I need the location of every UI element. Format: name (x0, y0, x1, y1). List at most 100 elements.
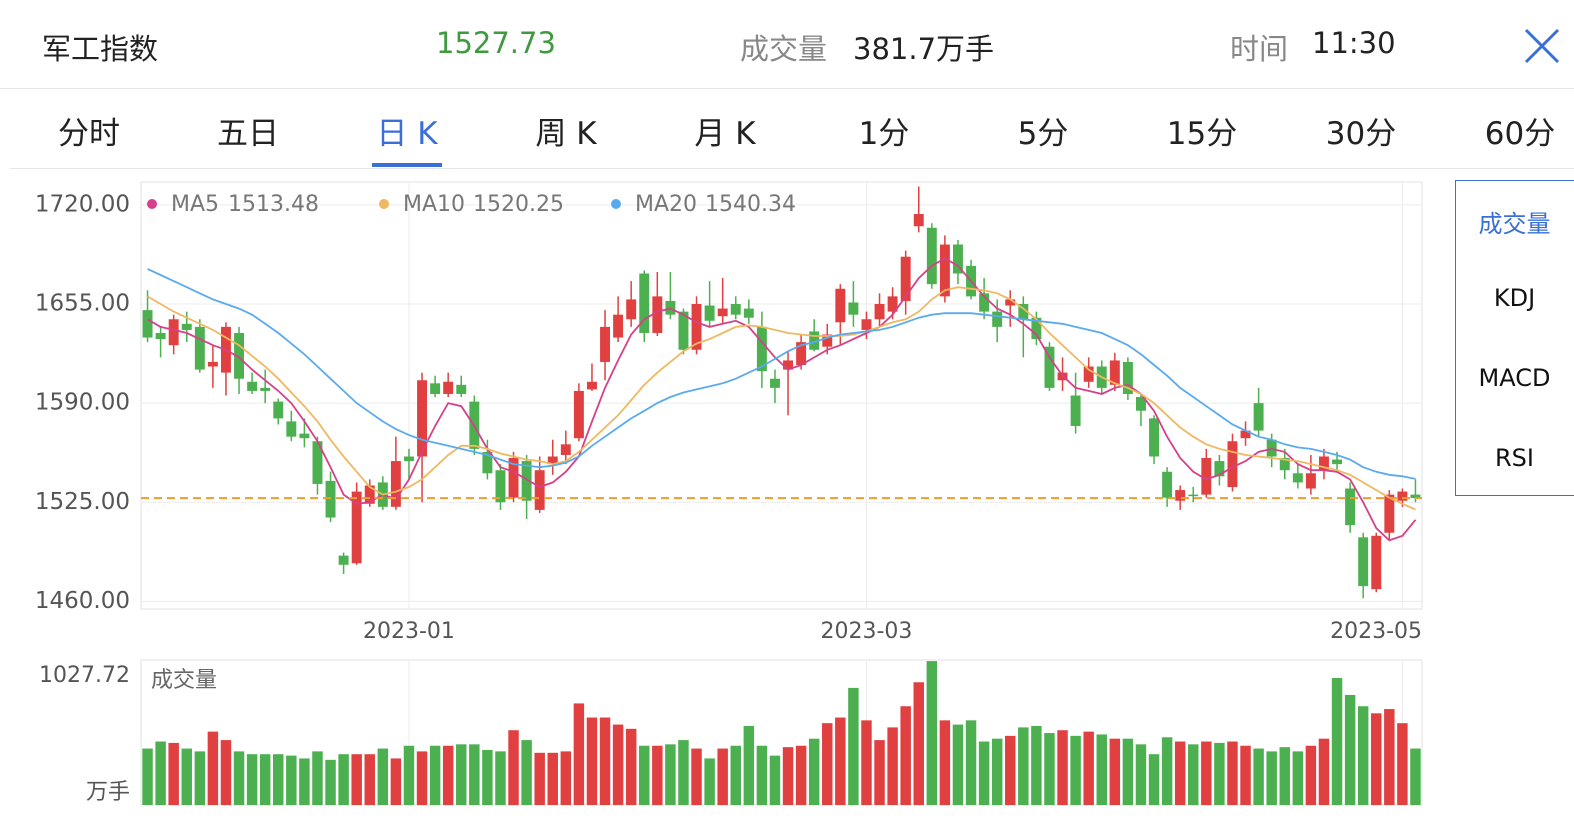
close-button[interactable] (1522, 26, 1562, 66)
indicator-tab[interactable]: RSI (1495, 444, 1534, 472)
volume-bar (1135, 744, 1147, 805)
volume-bar (377, 748, 389, 805)
indicator-tab[interactable]: 成交量 (1478, 210, 1551, 238)
legend-value: 1520.25 (473, 192, 564, 217)
candle-body (861, 319, 872, 330)
volume-bar (246, 754, 258, 805)
candle-body (822, 334, 833, 347)
time-value: 11:30 (1312, 26, 1396, 60)
volume-bar (717, 748, 728, 805)
volume-bar (1384, 709, 1395, 805)
candle-body (482, 451, 493, 474)
index-name: 军工指数 (42, 32, 159, 66)
volume-bar (1096, 734, 1107, 805)
candle-body (207, 361, 218, 367)
candle-body (1031, 317, 1042, 340)
volume-bar (338, 754, 349, 805)
candle-body (142, 310, 153, 338)
candle-body (273, 401, 284, 419)
candle-body (338, 555, 349, 565)
candle-body (1345, 488, 1356, 526)
volume-bar (730, 745, 741, 805)
period-tab[interactable]: 周 K (535, 116, 597, 152)
x-tick-label: 2023-01 (363, 619, 455, 644)
indicator-tab[interactable]: KDJ (1493, 284, 1536, 312)
candle-body (979, 293, 990, 312)
candle-body (247, 381, 258, 391)
period-tab[interactable]: 分时 (58, 116, 120, 152)
candle-body (887, 296, 898, 312)
candle-body (1279, 458, 1290, 471)
volume-bar (521, 740, 532, 805)
volume-bar (390, 758, 402, 805)
candle-body (1175, 490, 1186, 501)
volume-bar (652, 745, 663, 805)
x-tick-label: 2023-03 (821, 619, 913, 644)
x-tick-label: 2023-05 (1330, 619, 1422, 644)
candle-body (194, 326, 205, 370)
candle-body (534, 470, 545, 510)
period-tab[interactable]: 5分 (1017, 116, 1069, 152)
candle-body (403, 456, 414, 462)
period-tab[interactable]: 五日 (217, 116, 279, 152)
volume-bar (900, 706, 911, 805)
close-icon (1524, 28, 1560, 64)
period-tab[interactable]: 日 K (376, 116, 438, 152)
period-tab[interactable]: 30分 (1325, 116, 1397, 152)
candle-body (874, 304, 885, 320)
volume-bar (142, 748, 153, 805)
candle-body (952, 244, 963, 274)
period-tab[interactable]: 60分 (1484, 116, 1556, 152)
candle-body (639, 273, 650, 333)
volume-bar (1109, 738, 1121, 805)
volume-bar (1031, 725, 1042, 805)
volume-bar (312, 751, 323, 805)
volume-bar (586, 717, 598, 805)
candle-body (1122, 361, 1133, 394)
candle-body (508, 458, 519, 498)
volume-bar (639, 745, 650, 805)
candle-body (678, 311, 689, 350)
volume-bar (991, 738, 1003, 805)
volume-bar (456, 744, 467, 805)
volume-bar (155, 741, 166, 805)
volume-bar (364, 754, 375, 805)
indicator-tab[interactable]: MACD (1478, 364, 1551, 392)
period-tab[interactable]: 月 K (694, 116, 756, 152)
volume-bar (1279, 747, 1290, 805)
candle-body (1214, 461, 1225, 477)
period-tab[interactable]: 1分 (858, 116, 910, 152)
candle-body (743, 308, 754, 318)
candle-body (1358, 537, 1369, 587)
volume-bar (1005, 735, 1016, 805)
volume-bar (1331, 678, 1343, 805)
volume-bar (1227, 741, 1238, 805)
candle-body (456, 384, 467, 394)
candle-body (364, 485, 375, 504)
candle-body (1371, 535, 1382, 590)
candle-body (900, 256, 911, 301)
ma-line (147, 268, 1416, 480)
volume-bar (1344, 694, 1356, 805)
volume-bar (913, 682, 924, 805)
candle-body (325, 480, 336, 518)
volume-bar (181, 748, 192, 805)
volume-value: 381.7万手 (853, 32, 995, 66)
volume-bar (1240, 745, 1251, 805)
volume-label: 成交量 (740, 32, 828, 66)
volume-bar (612, 724, 624, 805)
volume-bar (782, 747, 794, 805)
volume-bar (691, 748, 702, 805)
period-tab[interactable]: 15分 (1166, 116, 1238, 152)
volume-bar (965, 720, 977, 805)
volume-bar (665, 744, 676, 805)
volume-title: 成交量 (151, 668, 217, 693)
volume-bar (926, 661, 938, 805)
legend-dot (611, 199, 621, 209)
candle-body (351, 491, 362, 564)
candle-body (600, 326, 611, 362)
volume-bar (1318, 738, 1330, 805)
volume-bar (1410, 748, 1421, 805)
candle-body (234, 332, 245, 379)
